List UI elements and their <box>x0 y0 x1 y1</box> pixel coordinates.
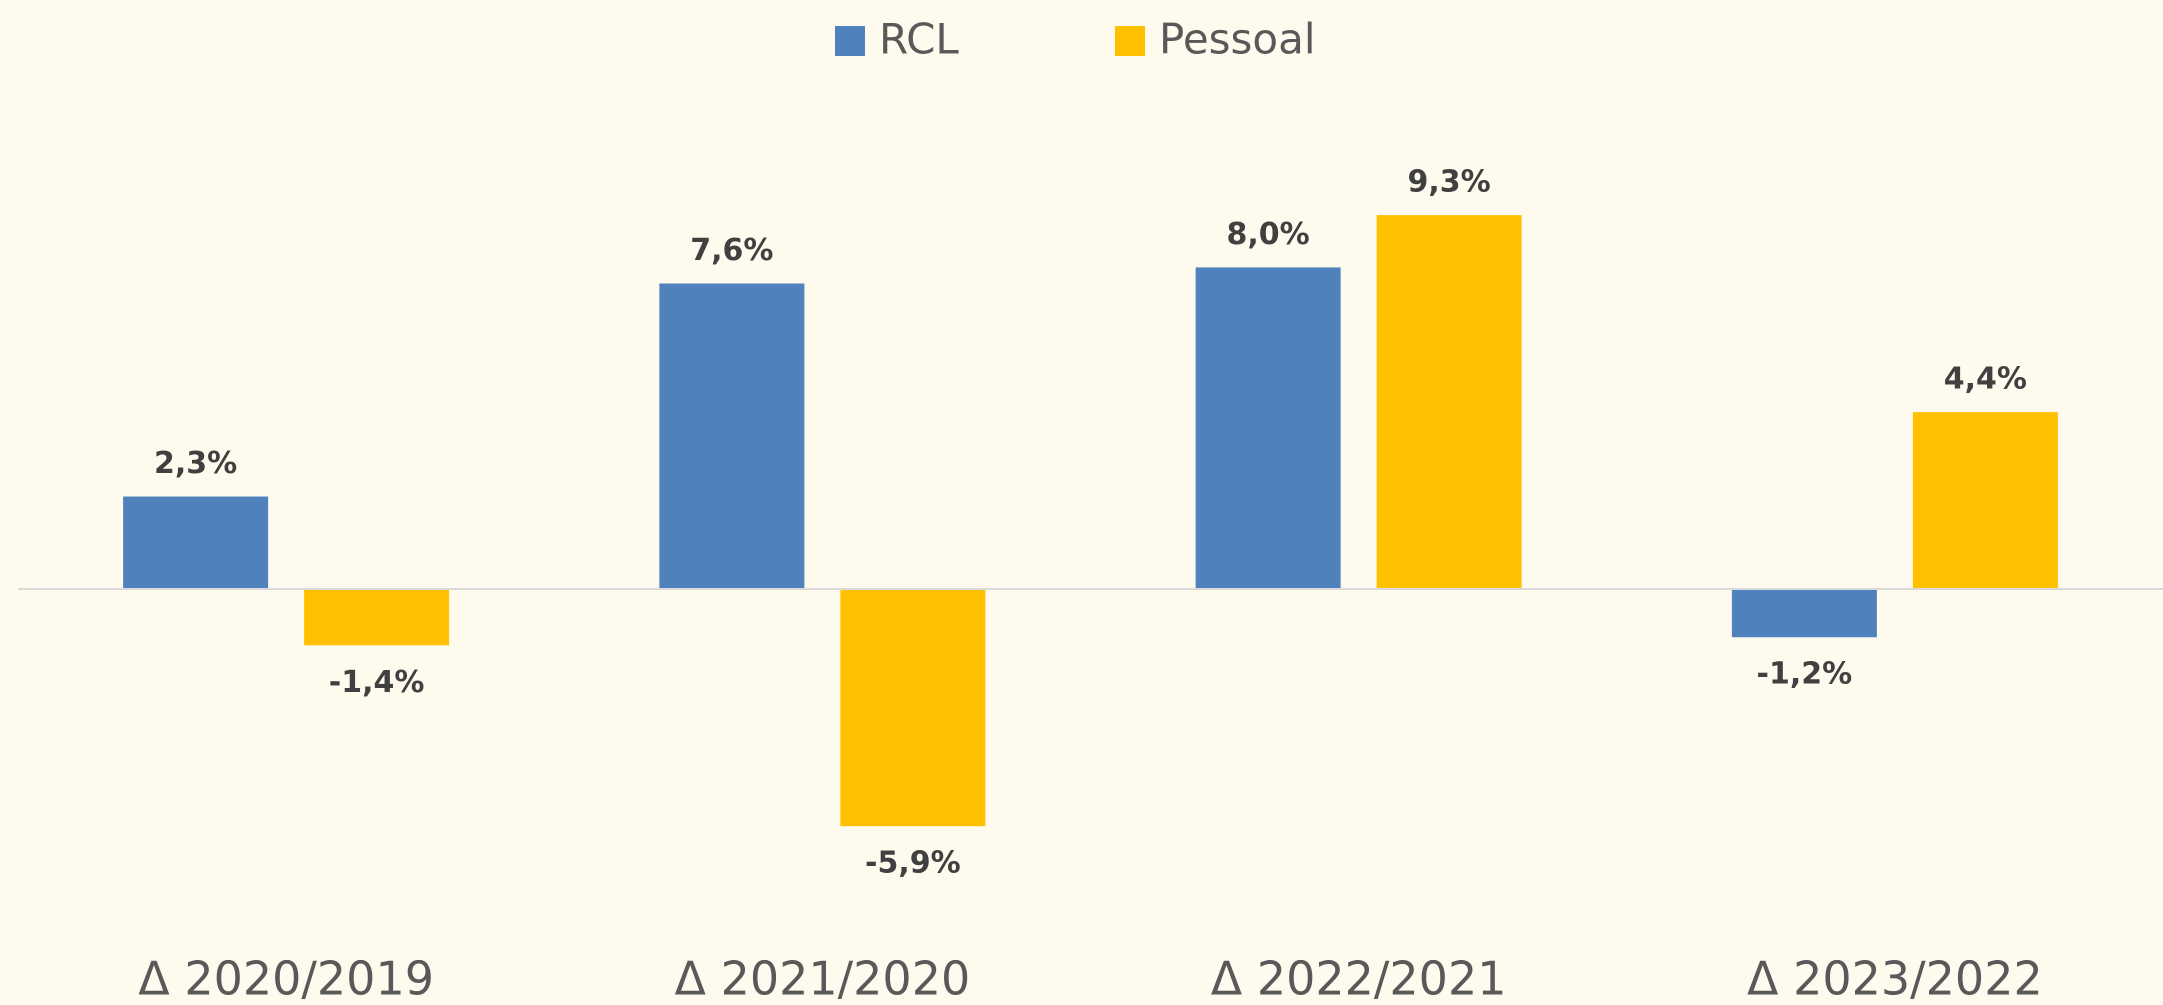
bar <box>1195 267 1341 589</box>
data-label: 8,0% <box>1227 217 1310 252</box>
legend-label: RCL <box>879 15 959 64</box>
x-tick-label: Δ 2022/2021 <box>1211 952 1507 1005</box>
bar <box>1731 589 1877 638</box>
legend-swatch <box>835 26 865 56</box>
legend-label: Pessoal <box>1159 15 1316 64</box>
x-tick-label: Δ 2020/2019 <box>138 952 434 1005</box>
bar <box>304 589 450 646</box>
data-label: 2,3% <box>154 446 237 481</box>
data-label: -1,4% <box>329 665 425 700</box>
data-label: -5,9% <box>865 846 961 881</box>
x-tick-label: Δ 2023/2022 <box>1747 952 2043 1005</box>
bar <box>1912 412 2058 589</box>
bar <box>1376 215 1522 589</box>
bar <box>659 283 805 589</box>
data-label: -1,2% <box>1757 657 1853 692</box>
data-label: 9,3% <box>1408 165 1491 200</box>
bar <box>840 589 986 827</box>
x-tick-label: Δ 2021/2020 <box>675 952 971 1005</box>
bar <box>123 496 269 589</box>
legend-swatch <box>1115 26 1145 56</box>
data-label: 7,6% <box>690 233 773 268</box>
data-label: 4,4% <box>1944 362 2027 397</box>
